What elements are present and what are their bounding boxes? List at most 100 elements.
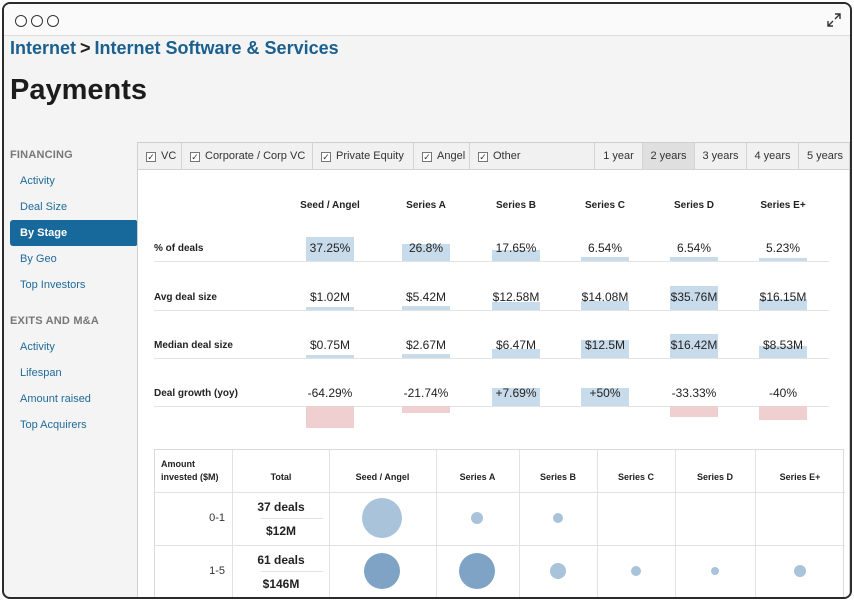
range-label: 0-1: [209, 512, 225, 524]
bubble[interactable]: [550, 563, 566, 579]
bubble[interactable]: [362, 498, 402, 538]
cell-pct-deals: 5.23%: [765, 241, 801, 255]
sidebar-item-by-geo[interactable]: By Geo: [20, 253, 57, 265]
cell-avg-deal-size: $12.58M: [492, 290, 540, 304]
bar-median-deal-size: [670, 334, 718, 358]
period-3-years[interactable]: 3 years: [694, 143, 746, 169]
breadcrumb-parent-link[interactable]: Internet: [10, 38, 77, 58]
cell-median-deal-size: $0.75M: [309, 338, 351, 352]
row-label-deal-growth: Deal growth (yoy): [154, 388, 238, 399]
bubble[interactable]: [471, 512, 483, 524]
bubble[interactable]: [631, 566, 641, 576]
bar-pct-deals: [759, 257, 807, 261]
exits-heading: EXITS AND M&A: [10, 315, 99, 327]
breadcrumb: Internet > Internet Software & Services: [10, 38, 339, 59]
cell-deal-growth: -40%: [768, 386, 797, 400]
cell-pct-deals: 26.8%: [408, 241, 444, 255]
bar-median-deal-size: [759, 345, 807, 358]
bubble[interactable]: [364, 553, 400, 589]
row-label-pct-deals: % of deals: [154, 243, 204, 254]
cell-median-deal-size: $8.53M: [762, 338, 804, 352]
bubble[interactable]: [458, 552, 496, 590]
sidebar: FINANCING Activity Deal Size By Stage By…: [10, 142, 150, 438]
period-4-years[interactable]: 4 years: [746, 143, 798, 169]
bubble-column-header: Series D: [696, 472, 734, 482]
total-amount: $12M: [265, 524, 297, 538]
bar-avg-deal-size: [581, 300, 629, 310]
bar-pct-deals: [581, 256, 629, 261]
filter-private-equity-checkbox[interactable]: ✓ Private Equity: [313, 143, 414, 169]
minimize-window-button[interactable]: [31, 15, 43, 27]
bar-pct-deals: [402, 243, 450, 261]
bubble-column-header: Series E+: [779, 472, 821, 482]
period-5-years[interactable]: 5 years: [798, 143, 849, 169]
column-header: Series C: [584, 200, 626, 211]
expand-icon[interactable]: [826, 12, 842, 28]
bubble[interactable]: [794, 565, 806, 577]
checkbox-checked-icon: ✓: [190, 152, 200, 162]
cell-avg-deal-size: $35.76M: [670, 290, 718, 304]
cell-deal-growth: +7.69%: [495, 386, 537, 400]
sidebar-item-deal-size[interactable]: Deal Size: [20, 201, 68, 213]
sidebar-item-activity[interactable]: Activity: [20, 175, 55, 187]
sidebar-item-top-acquirers[interactable]: Top Acquirers: [20, 419, 87, 431]
bar-avg-deal-size: [306, 307, 354, 310]
bar-avg-deal-size: [492, 301, 540, 310]
checkbox-checked-icon: ✓: [478, 152, 488, 162]
bubble-column-header: Series B: [539, 472, 577, 482]
row-label-median-deal-size: Median deal size: [154, 340, 233, 351]
bar-growth-positive: [492, 388, 540, 406]
cell-avg-deal-size: $16.15M: [759, 290, 807, 304]
bar-growth-negative: [306, 406, 354, 428]
row-label-avg-deal-size: Avg deal size: [154, 292, 217, 303]
filter-vc-checkbox[interactable]: ✓ VC: [138, 143, 182, 169]
sidebar-item-top-investors[interactable]: Top Investors: [20, 279, 86, 291]
financing-heading: FINANCING: [10, 149, 73, 161]
bubble-column-header: Seed / Angel: [355, 472, 410, 482]
sidebar-item-exits-activity[interactable]: Activity: [20, 341, 55, 353]
cell-median-deal-size: $12.5M: [584, 338, 626, 352]
bar-pct-deals: [670, 256, 718, 261]
bar-growth-negative: [402, 406, 450, 414]
cell-deal-growth: -33.33%: [671, 386, 717, 400]
cell-deal-growth: +50%: [589, 386, 621, 400]
total-header: Total: [270, 472, 292, 482]
filter-corporate-checkbox[interactable]: ✓ Corporate / Corp VC: [182, 143, 313, 169]
checkbox-checked-icon: ✓: [422, 152, 432, 162]
bubble[interactable]: [552, 512, 564, 524]
page-title: Payments: [10, 74, 148, 106]
bar-growth-positive: [581, 388, 629, 406]
cell-pct-deals: 37.25%: [309, 241, 351, 255]
column-header: Seed / Angel: [300, 200, 360, 211]
breadcrumb-current-link[interactable]: Internet Software & Services: [94, 38, 339, 58]
bar-growth-negative: [759, 406, 807, 420]
title-bar: [4, 4, 850, 36]
bar-pct-deals: [492, 249, 540, 261]
cell-pct-deals: 17.65%: [495, 241, 537, 255]
period-2-years[interactable]: 2 years: [642, 143, 694, 169]
bar-median-deal-size: [306, 355, 354, 358]
filter-angel-checkbox[interactable]: ✓ Angel: [414, 143, 470, 169]
cell-avg-deal-size: $1.02M: [309, 290, 351, 304]
filter-other-checkbox[interactable]: ✓ Other: [478, 150, 521, 162]
total-amount: $146M: [262, 577, 300, 591]
checkbox-checked-icon: ✓: [321, 152, 331, 162]
breadcrumb-separator: >: [80, 38, 91, 58]
cell-median-deal-size: $6.47M: [495, 338, 537, 352]
sidebar-item-amount-raised[interactable]: Amount raised: [20, 393, 91, 405]
bar-avg-deal-size: [759, 299, 807, 310]
bar-pct-deals: [306, 237, 354, 261]
cell-pct-deals: 6.54%: [676, 241, 712, 255]
filter-bar: ✓ VC ✓ Corporate / Corp VC ✓ Private Equity…: [138, 143, 849, 170]
zoom-window-button[interactable]: [47, 15, 59, 27]
period-1-year[interactable]: 1 year: [594, 143, 642, 169]
amount-invested-header: Amount invested ($M): [161, 459, 219, 482]
close-window-button[interactable]: [15, 15, 27, 27]
column-header: Series B: [495, 200, 537, 211]
bubble[interactable]: [711, 567, 719, 575]
sidebar-item-lifespan[interactable]: Lifespan: [20, 367, 62, 379]
bubble-column-header: Series A: [459, 472, 496, 482]
sidebar-item-by-stage[interactable]: By Stage: [10, 220, 148, 246]
cell-pct-deals: 6.54%: [587, 241, 623, 255]
